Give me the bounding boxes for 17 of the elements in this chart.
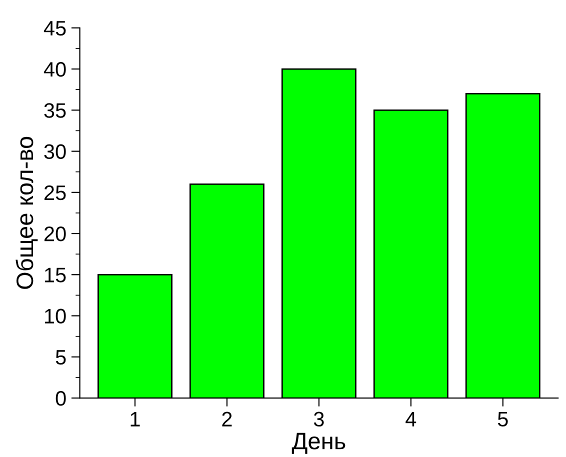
y-tick-label: 0: [56, 391, 66, 406]
y-tick-label: 40: [44, 62, 66, 77]
y-tick-label: 15: [45, 268, 66, 282]
y-tick-label: 10: [45, 308, 66, 324]
x-tick-label: 1: [130, 412, 140, 426]
y-tick-label: 30: [44, 144, 66, 160]
x-tick-label: 2: [222, 412, 232, 426]
x-axis-title: День: [292, 432, 346, 454]
y-tick-label: 35: [44, 103, 66, 118]
y-tick-label: 5: [56, 350, 66, 365]
y-axis-title: Общее кол-во: [16, 136, 38, 289]
x-tick-label: 5: [498, 412, 508, 427]
x-tick-label: 4: [406, 412, 416, 426]
y-tick-label: 45: [44, 21, 66, 36]
y-tick-label: 20: [44, 226, 66, 242]
x-tick-label: 3: [314, 412, 324, 427]
y-tick-label: 25: [44, 185, 66, 200]
